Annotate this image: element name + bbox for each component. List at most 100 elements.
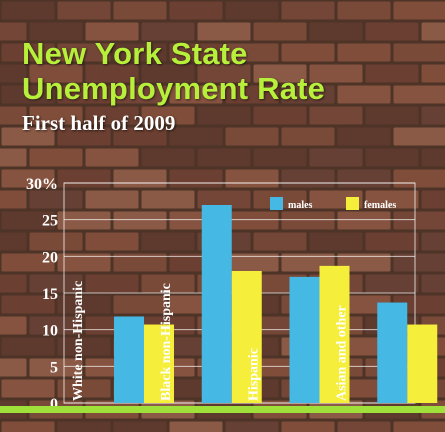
brick (197, 22, 251, 41)
brick (225, 127, 279, 146)
legend-label-males: males (288, 200, 313, 211)
brick (421, 64, 445, 83)
brick (141, 106, 195, 125)
brick (141, 274, 195, 293)
brick (281, 85, 335, 104)
subtitle: First half of 2009 (22, 111, 176, 135)
brick (1, 337, 55, 356)
brick (365, 64, 419, 83)
brick (0, 148, 27, 167)
brick (421, 22, 445, 41)
brick (365, 274, 419, 293)
brick (421, 232, 445, 251)
brick (281, 127, 335, 146)
brick (1, 421, 55, 432)
brick (309, 22, 363, 41)
brick (337, 85, 391, 104)
brick (197, 148, 251, 167)
brick (141, 148, 195, 167)
brick (393, 421, 445, 432)
brick (365, 148, 419, 167)
brick (85, 148, 139, 167)
brick (113, 295, 167, 314)
brick (57, 85, 111, 104)
brick (85, 232, 139, 251)
y-tick-label: 15 (42, 286, 58, 303)
y-tick-label: 25 (42, 213, 58, 230)
brick (57, 1, 111, 20)
brick (337, 253, 391, 272)
brick (29, 190, 83, 209)
brick (113, 1, 167, 20)
bar-females (319, 265, 350, 403)
brick (393, 43, 445, 62)
brick (253, 232, 307, 251)
brick (197, 106, 251, 125)
brick (29, 358, 83, 377)
brick (29, 22, 83, 41)
legend-swatch-females (346, 197, 359, 210)
brick (29, 274, 83, 293)
brick (85, 22, 139, 41)
y-tick-label: 20 (42, 249, 58, 266)
y-tick-label: 5 (50, 359, 58, 376)
brick (337, 421, 391, 432)
brick (113, 43, 167, 62)
brick (113, 127, 167, 146)
brick (57, 127, 111, 146)
brick (0, 190, 27, 209)
brick (393, 211, 445, 230)
brick (1, 253, 55, 272)
brick (169, 43, 223, 62)
brick (225, 85, 279, 104)
brick (57, 295, 111, 314)
brick (29, 106, 83, 125)
brick (253, 106, 307, 125)
brick (0, 274, 27, 293)
brick (365, 190, 419, 209)
category-label: White non-Hispanic (71, 281, 86, 401)
brick (29, 64, 83, 83)
brick (253, 64, 307, 83)
bar-females (231, 271, 262, 403)
brick (197, 190, 251, 209)
brick (0, 22, 27, 41)
brick (1, 295, 55, 314)
brick (0, 64, 27, 83)
brick (421, 106, 445, 125)
brick (0, 232, 27, 251)
brick (337, 127, 391, 146)
brick (393, 1, 445, 20)
bar-females (407, 324, 438, 403)
brick (365, 106, 419, 125)
brick (85, 274, 139, 293)
brick (169, 127, 223, 146)
brick (1, 85, 55, 104)
brick (281, 43, 335, 62)
brick (57, 43, 111, 62)
baseline-strip (0, 406, 445, 413)
brick (113, 253, 167, 272)
brick (393, 253, 445, 272)
brick (85, 190, 139, 209)
brick (253, 22, 307, 41)
brick (337, 211, 391, 230)
bar-males (289, 276, 320, 403)
brick (113, 421, 167, 432)
legend-swatch-males (270, 197, 283, 210)
brick (225, 421, 279, 432)
bar-females (144, 324, 174, 403)
brick (197, 64, 251, 83)
brick (85, 64, 139, 83)
brick (57, 337, 111, 356)
bar-males (377, 302, 408, 403)
category-label: Black non-Hispanic (159, 283, 174, 401)
brick (57, 253, 111, 272)
brick (309, 148, 363, 167)
brick (337, 43, 391, 62)
brick (113, 211, 167, 230)
brick (57, 379, 111, 398)
title-line-2: Unemployment Rate (22, 71, 326, 106)
brick (169, 85, 223, 104)
brick (0, 358, 27, 377)
